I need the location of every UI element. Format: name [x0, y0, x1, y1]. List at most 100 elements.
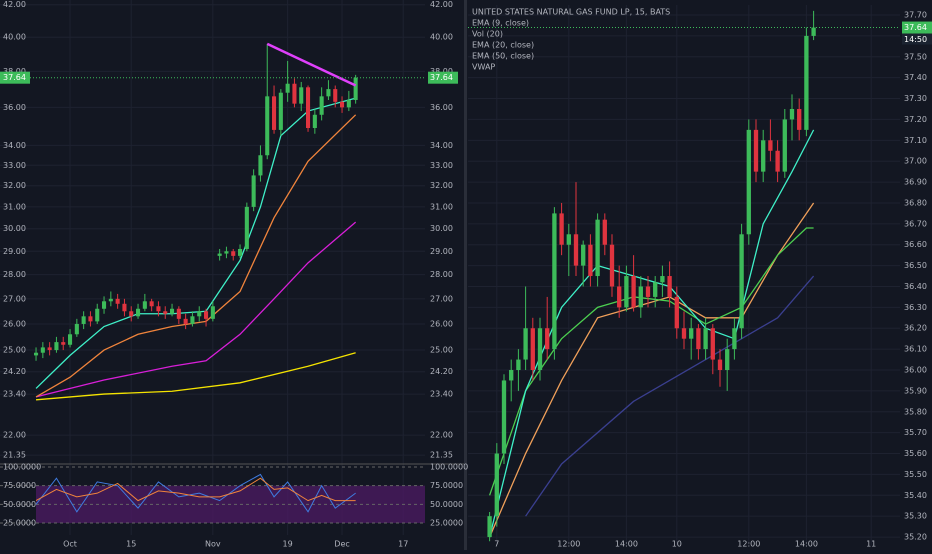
y-tick-label: 21.35	[430, 451, 453, 460]
indicator-line	[35, 352, 356, 401]
candle-body	[523, 328, 528, 360]
x-tick-label: Nov	[205, 540, 221, 549]
y-tick-label: 29.00	[3, 247, 26, 256]
y-tick-label: 28.00	[430, 270, 453, 279]
y-tick-label: 37.10	[904, 136, 927, 145]
indicator-line	[489, 202, 815, 538]
oscillator-tick-label: 50.0000	[430, 500, 463, 509]
candle-body	[163, 311, 168, 314]
y-tick-label: 37.50	[904, 52, 927, 61]
candle-body	[509, 370, 514, 381]
candle-body	[170, 308, 175, 314]
candle-body	[595, 219, 600, 277]
candle-body	[129, 311, 134, 317]
y-tick-label: 36.10	[904, 345, 927, 354]
x-tick-label: 11	[866, 540, 876, 549]
candle-body	[95, 308, 100, 322]
x-tick-label: Dec	[334, 540, 349, 549]
candle-body	[333, 89, 338, 102]
candle-body	[602, 219, 607, 245]
candle-body	[617, 286, 622, 308]
legend-entry: EMA (9, close)	[472, 19, 529, 28]
y-tick-label: 36.70	[904, 219, 927, 228]
candle-body	[624, 276, 629, 308]
y-tick-label: 36.30	[904, 303, 927, 312]
candle-body	[299, 87, 304, 104]
y-tick-label: 35.60	[904, 449, 927, 458]
oscillator-line	[35, 477, 356, 502]
candle-body	[717, 359, 723, 371]
y-tick-label: 35.70	[904, 428, 927, 437]
candle-body	[217, 253, 222, 256]
y-tick-label: 36.60	[904, 240, 927, 249]
candle-body	[494, 453, 499, 517]
oscillator-tick-label: 100.0000	[430, 462, 468, 471]
candle-body	[501, 380, 507, 454]
candle-body	[645, 286, 651, 297]
x-tick-label: 10	[672, 540, 682, 549]
y-tick-label: 26.00	[3, 319, 26, 328]
candle-body	[667, 276, 672, 297]
candle-body	[251, 175, 256, 207]
candle-body	[197, 311, 202, 317]
candle-body	[40, 347, 45, 353]
y-tick-label: 23.40	[3, 390, 26, 399]
y-tick-label: 37.70	[904, 11, 927, 20]
candle-body	[319, 96, 324, 115]
oscillator-tick-label: 25.0000	[3, 519, 36, 528]
candle-body	[210, 306, 215, 319]
candle-body	[47, 347, 52, 351]
y-tick-label: 31.00	[3, 202, 26, 211]
candle-body	[552, 213, 557, 350]
y-tick-label: 40.00	[430, 33, 453, 42]
candle-body	[190, 316, 195, 324]
candle-body	[74, 323, 79, 335]
y-tick-label: 36.80	[904, 198, 927, 207]
candle-body	[689, 328, 694, 339]
candle-body	[149, 301, 154, 307]
y-tick-label: 36.40	[904, 282, 927, 291]
candle-body	[789, 108, 795, 120]
candle-body	[285, 83, 290, 93]
candle-body	[346, 99, 351, 108]
oscillator-tick-label: 100.0000	[3, 462, 41, 471]
candle-body	[108, 298, 113, 302]
candle-body	[746, 129, 751, 235]
last-price-label: 37.64	[904, 23, 927, 32]
candle-body	[681, 328, 687, 339]
candle-body	[292, 83, 297, 104]
y-tick-label: 36.00	[904, 366, 927, 375]
legend-entry: EMA (20, close)	[472, 41, 534, 50]
candle-body	[660, 276, 665, 283]
candle-body	[609, 244, 615, 287]
legend-entry: EMA (50, close)	[472, 52, 534, 61]
candle-body	[102, 301, 107, 309]
legend-entry: Vol (20)	[472, 30, 503, 39]
countdown-box	[902, 33, 932, 45]
y-tick-label: 40.00	[3, 33, 26, 42]
candle-body	[54, 342, 59, 351]
candle-body	[811, 27, 816, 36]
candle-body	[573, 234, 579, 266]
y-tick-label: 21.35	[3, 451, 26, 460]
y-tick-label: 42.00	[430, 0, 453, 9]
candle-body	[804, 35, 809, 130]
y-tick-label: 35.80	[904, 407, 927, 416]
x-tick-label: Oct	[63, 540, 77, 549]
y-tick-label: 34.00	[3, 141, 26, 150]
oscillator-tick-label: 75.0000	[3, 481, 36, 490]
divider[interactable]	[464, 0, 467, 550]
candle-body	[559, 213, 564, 245]
y-tick-label: 36.90	[904, 178, 927, 187]
candle-body	[176, 308, 181, 319]
y-tick-label: 36.00	[430, 103, 453, 112]
candle-body	[725, 349, 730, 371]
last-price-label: 37.64	[3, 73, 26, 82]
y-tick-label: 33.00	[3, 161, 26, 170]
candle-body	[224, 251, 229, 254]
last-price-label: 37.64	[430, 73, 453, 82]
y-tick-label: 35.20	[904, 533, 927, 542]
candle-body	[530, 328, 535, 371]
y-tick-label: 37.40	[904, 73, 927, 82]
